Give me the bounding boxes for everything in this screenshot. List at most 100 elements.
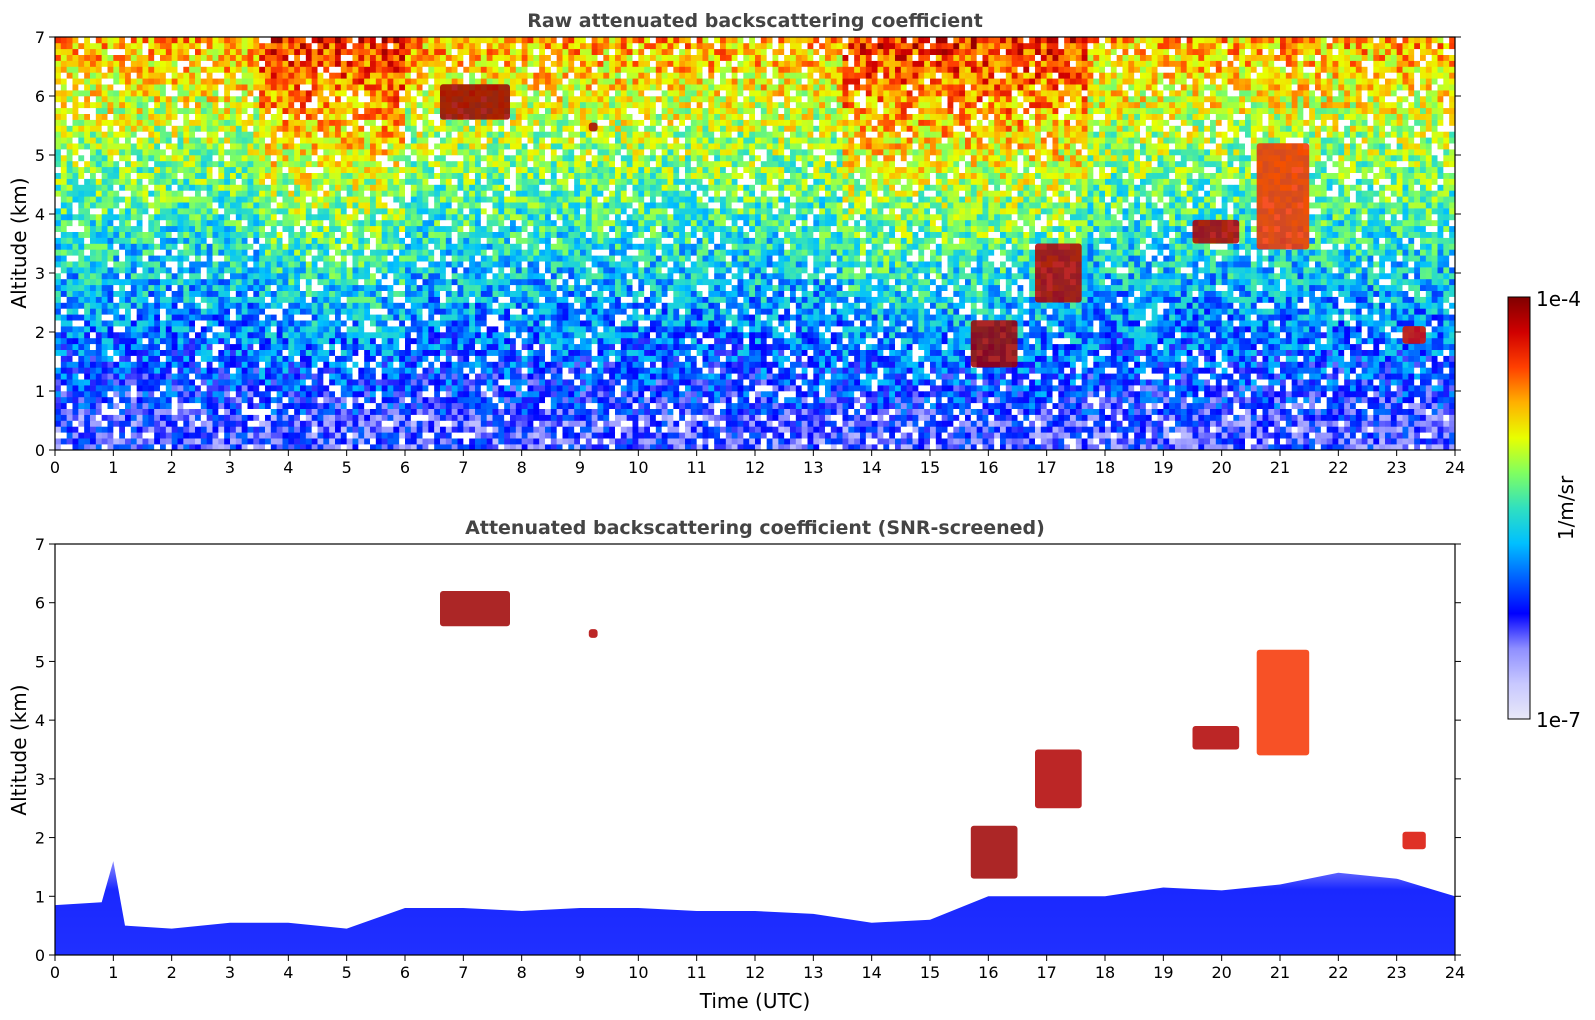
x-tick-label: 4 [283,963,293,982]
x-tick-label: 14 [861,458,881,477]
heatmap-cell [55,444,62,450]
x-tick-label: 1 [108,458,118,477]
x-tick-label: 0 [50,458,60,477]
panel-raw: Raw attenuated backscattering coefficien… [7,10,1465,477]
x-tick-label: 8 [517,963,527,982]
cloud-feature [1256,143,1310,250]
colorbar: 1e-4 1e-7 1/m/sr [1507,287,1581,732]
x-tick-label: 1 [108,963,118,982]
cloud-feature [1035,749,1082,809]
y-tick-label: 2 [35,829,45,848]
x-tick-label: 22 [1328,458,1348,477]
x-tick-label: 11 [686,458,706,477]
x-tick-label: 22 [1328,963,1348,982]
panel-screened-ylabel: Altitude (km) [7,684,31,815]
x-tick-label: 18 [1095,963,1115,982]
colorbar-unit-label: 1/m/sr [1554,475,1578,540]
x-tick-label: 10 [628,458,648,477]
panel-raw-ylabel: Altitude (km) [7,177,31,308]
x-tick-label: 9 [575,963,585,982]
x-tick-label: 16 [978,458,998,477]
panel-raw-title: Raw attenuated backscattering coefficien… [527,10,983,32]
x-tick-label: 3 [225,458,235,477]
x-tick-label: 13 [803,963,823,982]
y-tick-label: 3 [35,770,45,789]
x-tick-label: 12 [745,458,765,477]
x-tick-label: 7 [458,458,468,477]
y-tick-label: 5 [35,652,45,671]
y-tick-label: 1 [35,887,45,906]
x-tick-label: 5 [342,963,352,982]
panel-screened-y-axis: 0 1 2 3 4 5 6 7 [35,535,1461,965]
cloud-feature [1035,243,1082,303]
x-tick-label: 24 [1445,458,1465,477]
x-tick-label: 0 [50,963,60,982]
panel-screened-x-axis: 0 1 2 3 4 5 6 7 8 9 10 11 12 13 14 15 16 17 18 19 20 21 22 23 24 [50,955,1465,982]
y-tick-label: 2 [35,323,45,342]
x-tick-label: 5 [342,458,352,477]
cloud-feature [588,629,598,638]
x-tick-label: 3 [225,963,235,982]
x-tick-label: 7 [458,963,468,982]
y-tick-label: 6 [35,87,45,106]
cloud-feature [1402,326,1426,344]
panel-raw-x-axis: 0 1 2 3 4 5 6 7 8 9 10 11 12 13 14 15 16 17 18 19 20 21 22 23 24 [50,450,1465,477]
x-tick-label: 6 [400,963,410,982]
panel-screened-heatmap [55,861,1455,955]
cloud-feature [1402,831,1426,850]
panel-screened-xlabel: Time (UTC) [699,989,811,1013]
x-tick-label: 9 [575,458,585,477]
x-tick-label: 19 [1153,458,1173,477]
panel-screened-title: Attenuated backscattering coefficient (S… [465,517,1045,539]
y-tick-label: 4 [35,205,45,224]
cloud-feature [440,591,510,627]
y-tick-label: 7 [35,28,45,47]
y-tick-label: 1 [35,382,45,401]
x-tick-label: 14 [861,963,881,982]
x-tick-label: 11 [686,963,706,982]
cloud-feature [970,320,1018,368]
cloud-feature [440,84,510,120]
x-tick-label: 15 [920,458,940,477]
x-tick-label: 4 [283,458,293,477]
x-tick-label: 10 [628,963,648,982]
cloud-feature [1256,649,1310,756]
y-tick-label: 0 [35,946,45,965]
y-tick-label: 6 [35,594,45,613]
y-tick-label: 0 [35,441,45,460]
cloud-feature [970,825,1018,879]
y-tick-label: 3 [35,264,45,283]
panel-raw-clouds [440,84,1426,368]
x-tick-label: 15 [920,963,940,982]
y-tick-label: 5 [35,146,45,165]
panel-screened: Attenuated backscattering coefficient (S… [7,517,1465,1013]
x-tick-label: 23 [1386,963,1406,982]
x-tick-label: 17 [1036,963,1056,982]
x-tick-label: 2 [167,458,177,477]
x-tick-label: 18 [1095,458,1115,477]
panel-screened-clouds [440,591,1426,879]
x-tick-label: 6 [400,458,410,477]
x-tick-label: 16 [978,963,998,982]
colorbar-gradient [1507,296,1531,720]
x-tick-label: 21 [1270,458,1290,477]
colorbar-min-label: 1e-7 [1536,708,1581,732]
x-tick-label: 8 [517,458,527,477]
x-tick-label: 2 [167,963,177,982]
y-tick-label: 7 [35,535,45,554]
x-tick-label: 21 [1270,963,1290,982]
panel-raw-heatmap [55,37,1455,450]
cloud-feature [1192,726,1240,750]
x-tick-label: 13 [803,458,823,477]
cloud-feature [1192,219,1240,244]
x-tick-label: 20 [1211,458,1231,477]
cloud-feature [588,122,598,132]
x-tick-label: 19 [1153,963,1173,982]
x-tick-label: 17 [1036,458,1056,477]
x-tick-label: 20 [1211,963,1231,982]
colorbar-max-label: 1e-4 [1536,287,1581,311]
x-tick-label: 12 [745,963,765,982]
boundary-layer-region [55,861,1455,955]
x-tick-label: 24 [1445,963,1465,982]
